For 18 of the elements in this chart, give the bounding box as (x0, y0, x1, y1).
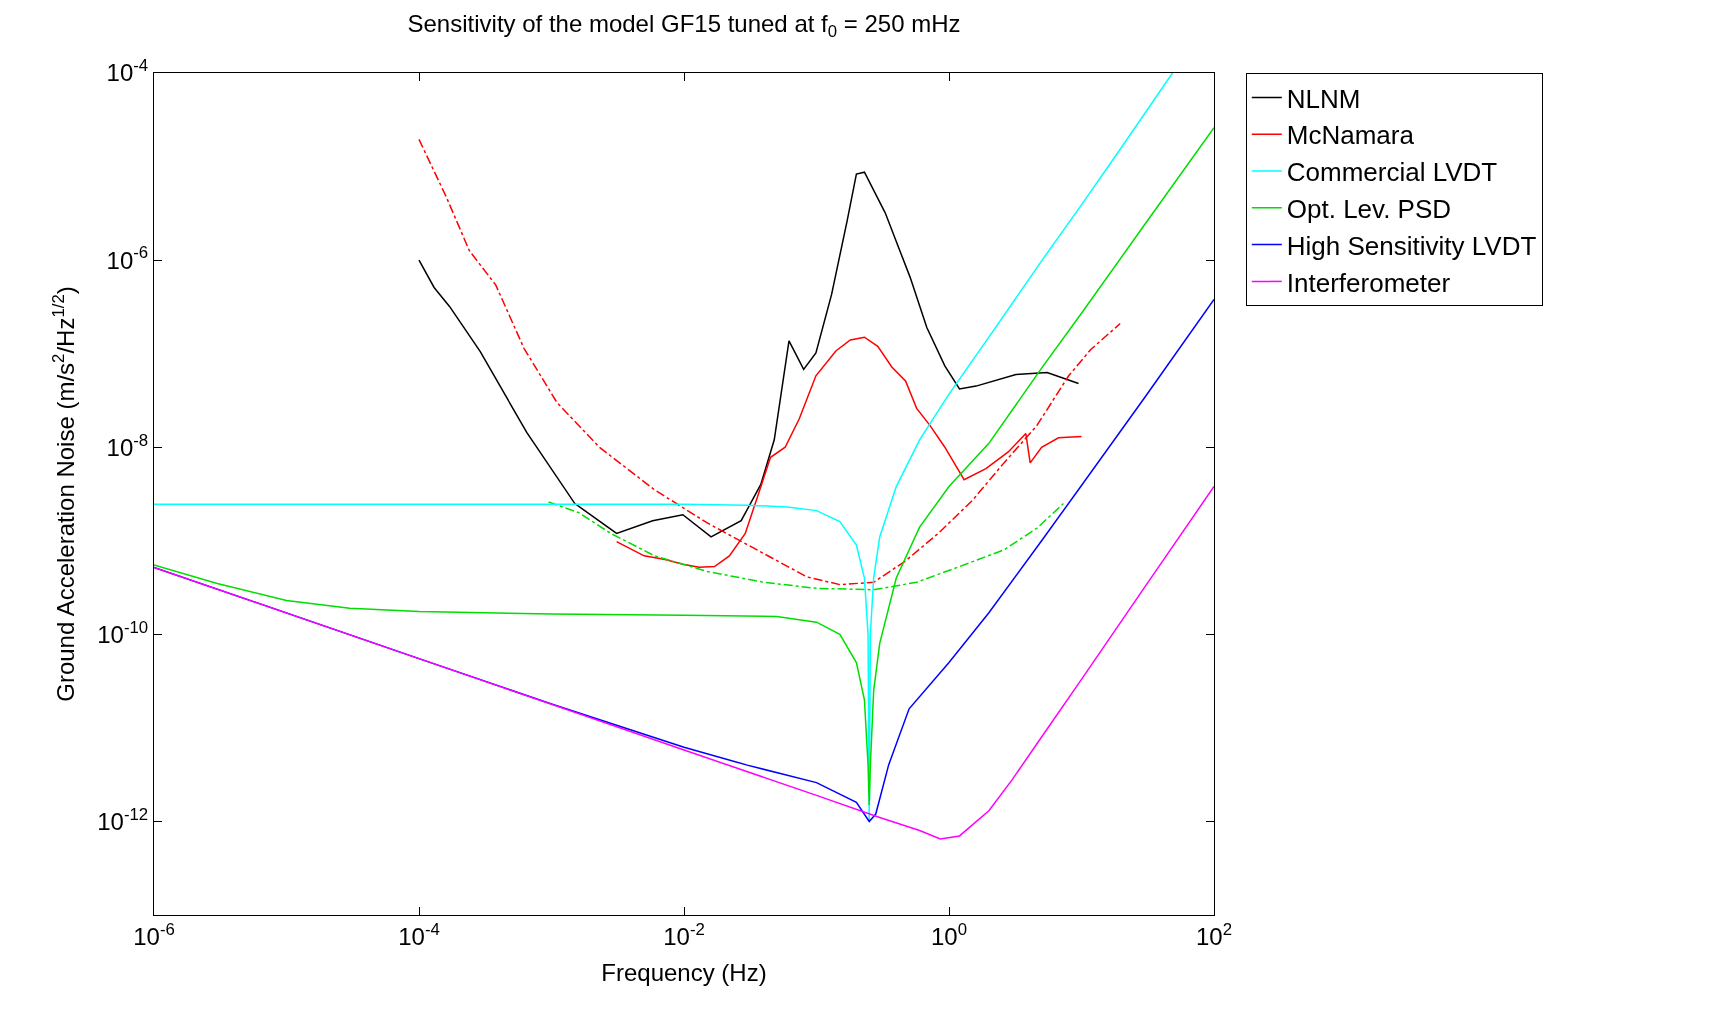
legend-label: High Sensitivity LVDT (1286, 230, 1537, 261)
x-tick-label: 10$^{-6}$ (133, 919, 175, 950)
x-tick-label: 10$^{0}$ (930, 919, 968, 950)
legend-label: McNamara (1286, 120, 1415, 151)
y-tick-label: 10$^{-4}$ (106, 56, 149, 87)
legend-label: Interferometer (1286, 267, 1451, 298)
legend-label: Commercial LVDT (1286, 157, 1498, 188)
y-tick-label: 10$^{-8}$ (106, 430, 149, 461)
x-tick-label: 10$^{2}$ (1195, 919, 1233, 950)
x-tick-label: 10$^{-2}$ (663, 919, 705, 950)
y-tick-label: 10$^{-10}$ (97, 617, 149, 648)
legend-label: NLNM (1286, 83, 1361, 114)
legend-label: Opt. Lev. PSD (1286, 193, 1452, 224)
y-tick-label: 10$^{-6}$ (106, 243, 149, 274)
chart-title: Sensitivity of the model GF15 tuned at f$_{0}$ = 250 mHz (407, 9, 961, 42)
x-tick-label: 10$^{-4}$ (398, 919, 440, 950)
x-axis-title: Frequency (Hz) (601, 959, 767, 987)
y-tick-label: 10$^{-12}$ (97, 804, 149, 835)
